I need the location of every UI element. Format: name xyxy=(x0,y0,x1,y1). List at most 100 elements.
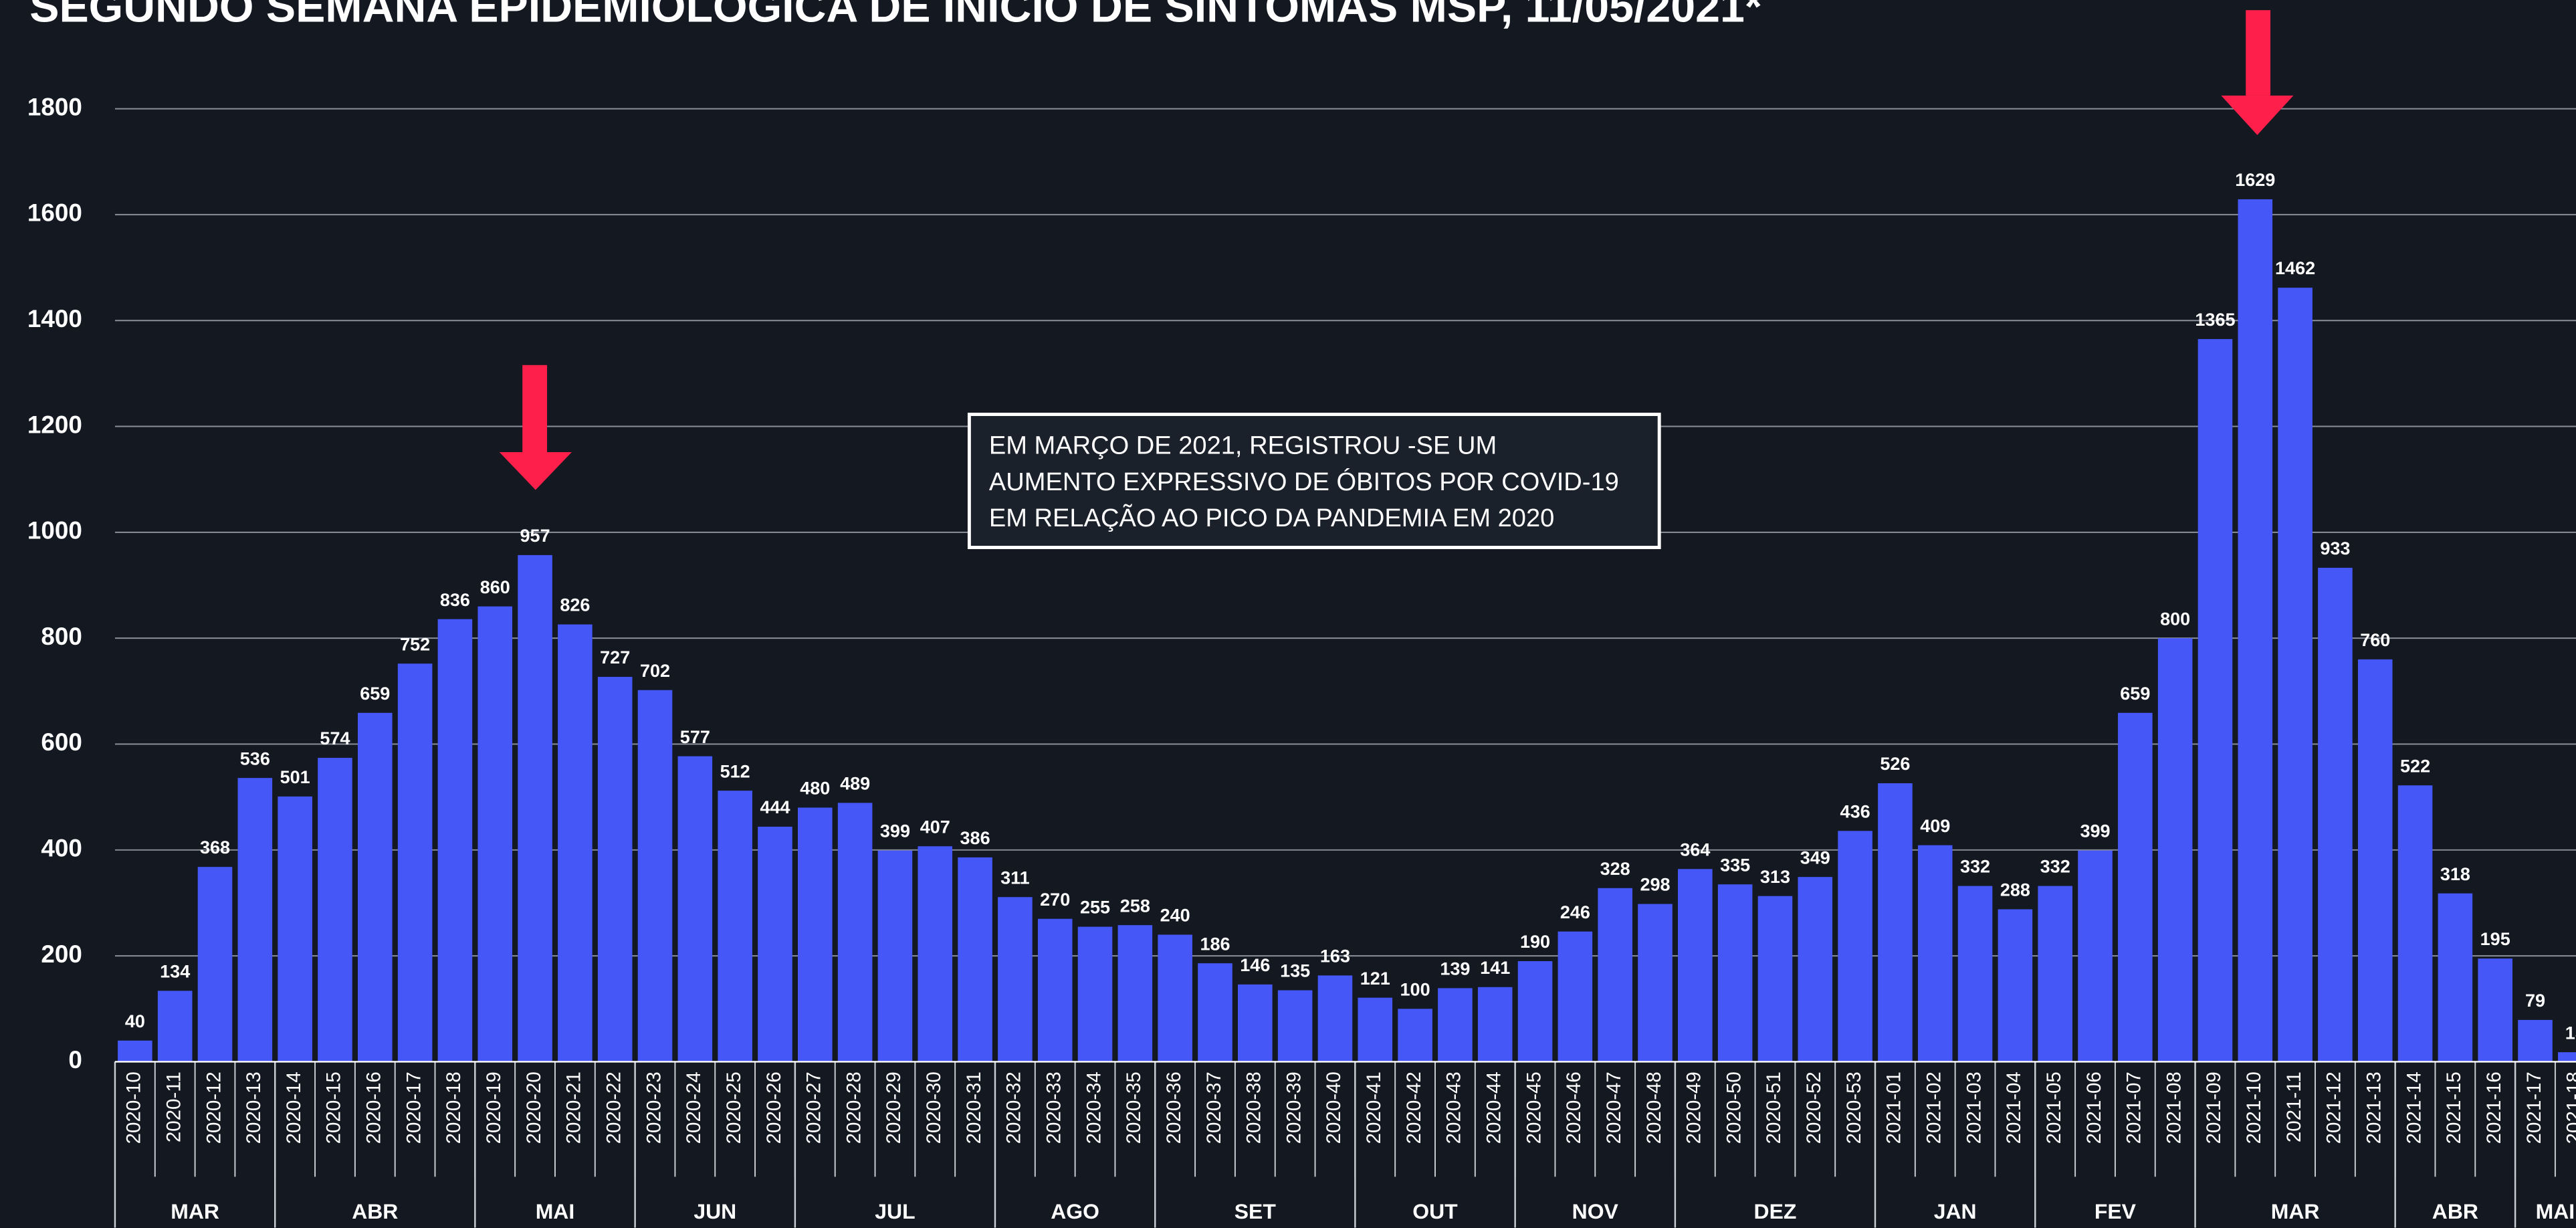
bar xyxy=(1238,984,1273,1062)
bar xyxy=(1878,783,1913,1062)
bar xyxy=(1757,896,1793,1062)
bar xyxy=(477,606,513,1062)
value-label: 536 xyxy=(240,748,270,769)
x-tick-label: 2021-07 xyxy=(2123,1071,2145,1144)
bar xyxy=(2238,199,2273,1062)
x-tick-label: 2020-28 xyxy=(843,1071,865,1144)
value-label: 328 xyxy=(1600,859,1630,879)
x-tick-label: 2021-12 xyxy=(2323,1071,2345,1144)
bar xyxy=(1838,831,1872,1062)
bar xyxy=(2318,567,2353,1062)
month-label: MAI xyxy=(536,1199,575,1223)
bar xyxy=(2278,288,2313,1062)
value-label: 298 xyxy=(1640,875,1670,895)
value-label: 933 xyxy=(2320,538,2350,558)
y-tick-label: 1800 xyxy=(27,93,82,120)
bar xyxy=(197,867,233,1062)
x-tick-label: 2020-35 xyxy=(1123,1071,1145,1144)
bar xyxy=(357,712,393,1062)
y-tick-label: 400 xyxy=(41,835,82,862)
bar xyxy=(2397,785,2433,1062)
x-tick-label: 2020-14 xyxy=(283,1071,305,1144)
x-tick-label: 2020-21 xyxy=(563,1071,585,1144)
bar xyxy=(837,803,873,1062)
value-label: 1365 xyxy=(2195,310,2235,330)
x-tick-label: 2020-33 xyxy=(1043,1071,1065,1144)
bar xyxy=(1558,931,1593,1062)
bar xyxy=(1957,886,1993,1062)
x-tick-label: 2020-12 xyxy=(203,1071,225,1144)
value-label: 335 xyxy=(1720,855,1750,875)
x-tick-label: 2021-13 xyxy=(2363,1071,2385,1144)
month-label: OUT xyxy=(1412,1199,1458,1223)
bar xyxy=(2038,886,2072,1062)
x-tick-label: 2021-03 xyxy=(1963,1071,1985,1144)
value-label: 134 xyxy=(160,961,190,981)
month-label: DEZ xyxy=(1754,1199,1797,1223)
value-label: 246 xyxy=(1560,902,1590,922)
month-label: JUL xyxy=(875,1199,915,1223)
bar xyxy=(1998,909,2033,1062)
y-tick-label: 600 xyxy=(41,728,82,756)
bar xyxy=(518,554,552,1062)
bar xyxy=(157,991,193,1062)
x-tick-label: 2021-10 xyxy=(2243,1071,2265,1144)
bar xyxy=(278,796,312,1062)
month-label: FEV xyxy=(2095,1199,2137,1223)
value-label: 139 xyxy=(1440,959,1470,979)
x-tick-label: 2020-38 xyxy=(1243,1071,1265,1144)
bar xyxy=(1077,926,1113,1062)
bar xyxy=(1398,1009,1432,1062)
month-label: MAR xyxy=(171,1199,219,1223)
bar xyxy=(1638,904,1673,1062)
bar xyxy=(2357,659,2393,1062)
month-label: JAN xyxy=(1934,1199,1977,1223)
value-label: 659 xyxy=(360,684,390,704)
bar xyxy=(1517,961,1553,1062)
bar xyxy=(1477,987,1513,1062)
value-label: 957 xyxy=(520,526,550,546)
x-tick-label: 2020-51 xyxy=(1763,1071,1785,1144)
x-tick-label: 2020-18 xyxy=(443,1071,465,1144)
bar xyxy=(758,826,792,1062)
month-label: SET xyxy=(1235,1199,1277,1223)
x-tick-label: 2020-49 xyxy=(1683,1071,1705,1144)
x-tick-label: 2020-27 xyxy=(803,1071,825,1144)
value-label: 270 xyxy=(1040,890,1070,910)
bar xyxy=(718,791,752,1062)
bar xyxy=(998,897,1033,1062)
x-tick-label: 2020-29 xyxy=(883,1071,905,1144)
value-label: 163 xyxy=(1320,946,1350,966)
bar xyxy=(2518,1019,2553,1062)
x-tick-label: 2020-40 xyxy=(1323,1071,1345,1144)
y-tick-label: 0 xyxy=(68,1046,82,1073)
value-label: 752 xyxy=(400,634,430,654)
month-label: JUN xyxy=(693,1199,736,1223)
bar xyxy=(118,1040,152,1062)
bar xyxy=(437,619,473,1062)
bar xyxy=(2118,712,2153,1062)
value-label: 1462 xyxy=(2275,258,2315,278)
x-tick-label: 2020-53 xyxy=(1843,1071,1865,1144)
x-tick-label: 2020-52 xyxy=(1803,1071,1825,1144)
x-tick-label: 2020-42 xyxy=(1403,1071,1425,1144)
value-label: 399 xyxy=(880,821,910,841)
x-tick-label: 2021-08 xyxy=(2163,1071,2185,1144)
value-label: 659 xyxy=(2120,684,2150,704)
month-label: ABR xyxy=(352,1199,398,1223)
value-label: 501 xyxy=(280,767,310,787)
bar xyxy=(877,850,913,1062)
value-label: 311 xyxy=(1000,867,1030,888)
bar xyxy=(237,778,273,1062)
bar xyxy=(2438,893,2473,1062)
x-tick-label: 2020-10 xyxy=(123,1071,145,1144)
annotation-line: EM RELAÇÃO AO PICO DA PANDEMIA EM 2020 xyxy=(989,504,1554,532)
value-label: 313 xyxy=(1760,867,1790,887)
x-tick-label: 2020-46 xyxy=(1563,1071,1585,1144)
bar xyxy=(2078,850,2113,1062)
bar xyxy=(1598,888,1632,1062)
bar xyxy=(1717,884,1753,1062)
y-tick-label: 1200 xyxy=(27,411,82,438)
x-tick-label: 2020-44 xyxy=(1483,1071,1505,1144)
